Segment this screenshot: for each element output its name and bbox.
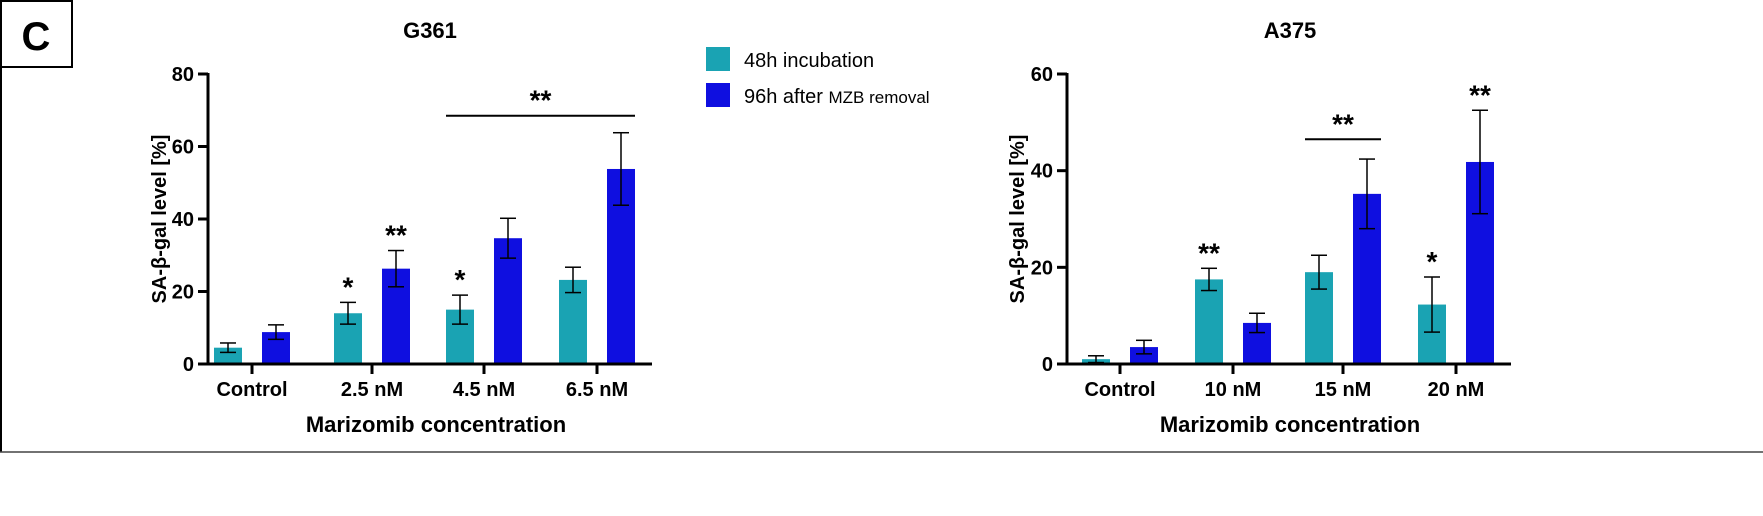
legend-label-96h-small: MZB removal: [829, 88, 930, 107]
a375-category-label-0: Control: [1084, 379, 1155, 401]
legend-label-96h: 96h after MZB removal: [744, 86, 930, 108]
a375-significance-label-1: *: [1427, 246, 1438, 277]
legend-swatch-48h: [706, 47, 730, 71]
legend-label-96h-main: 96h after: [744, 86, 829, 108]
chart-g361: G361 SA-β-gal level [%] Marizomib concentr…: [149, 18, 652, 437]
a375-category-label-2: 15 nM: [1315, 379, 1372, 401]
g361-y-tick-label-3: 60: [172, 137, 194, 159]
g361-x-axis-label: Marizomib concentration: [306, 412, 566, 437]
g361-significance-label-0: *: [343, 271, 354, 302]
legend-label-48h: 48h incubation: [744, 50, 874, 72]
a375-significance-label-3: **: [1332, 108, 1354, 139]
g361-significance-label-2: *: [455, 264, 466, 295]
g361-significance-label-1: **: [385, 220, 407, 251]
a375-y-tick-label-0: 0: [1042, 354, 1053, 376]
legend: 48h incubation 96h after MZB removal: [706, 47, 930, 108]
g361-significance-label-3: **: [530, 85, 552, 116]
a375-category-label-1: 10 nM: [1205, 379, 1262, 401]
g361-y-tick-label-2: 40: [172, 209, 194, 231]
g361-y-axis-label: SA-β-gal level [%]: [149, 135, 171, 304]
a375-chart-title: A375: [1264, 18, 1317, 43]
g361-category-label-3: 6.5 nM: [566, 379, 628, 401]
g361-bar-s1-c2: [494, 238, 522, 364]
a375-y-tick-label-1: 20: [1031, 257, 1053, 279]
g361-y-tick-label-1: 20: [172, 282, 194, 304]
g361-category-label-0: Control: [216, 379, 287, 401]
g361-y-tick-label-0: 0: [183, 354, 194, 376]
a375-bar-s0-c1: [1195, 279, 1223, 364]
a375-bar-s1-c0: [1130, 347, 1158, 364]
g361-category-label-1: 2.5 nM: [341, 379, 403, 401]
g361-bar-s0-c3: [559, 279, 587, 364]
panel-label: C: [22, 15, 51, 59]
a375-significance-label-0: **: [1198, 237, 1220, 268]
chart-a375: A375 SA-β-gal level [%] Marizomib concentr…: [1007, 18, 1511, 437]
a375-y-axis-label: SA-β-gal level [%]: [1007, 135, 1029, 304]
panel-label-box: C: [0, 0, 73, 68]
a375-significance-label-2: **: [1469, 79, 1491, 110]
g361-category-label-2: 4.5 nM: [453, 379, 515, 401]
g361-chart-title: G361: [403, 18, 457, 43]
panel-label-border: [0, 0, 73, 68]
a375-category-label-3: 20 nM: [1428, 379, 1485, 401]
a375-x-axis-label: Marizomib concentration: [1160, 412, 1420, 437]
a375-y-tick-label-2: 40: [1031, 161, 1053, 183]
g361-y-tick-label-4: 80: [172, 64, 194, 86]
legend-swatch-96h: [706, 83, 730, 107]
a375-y-tick-label-3: 60: [1031, 64, 1053, 86]
